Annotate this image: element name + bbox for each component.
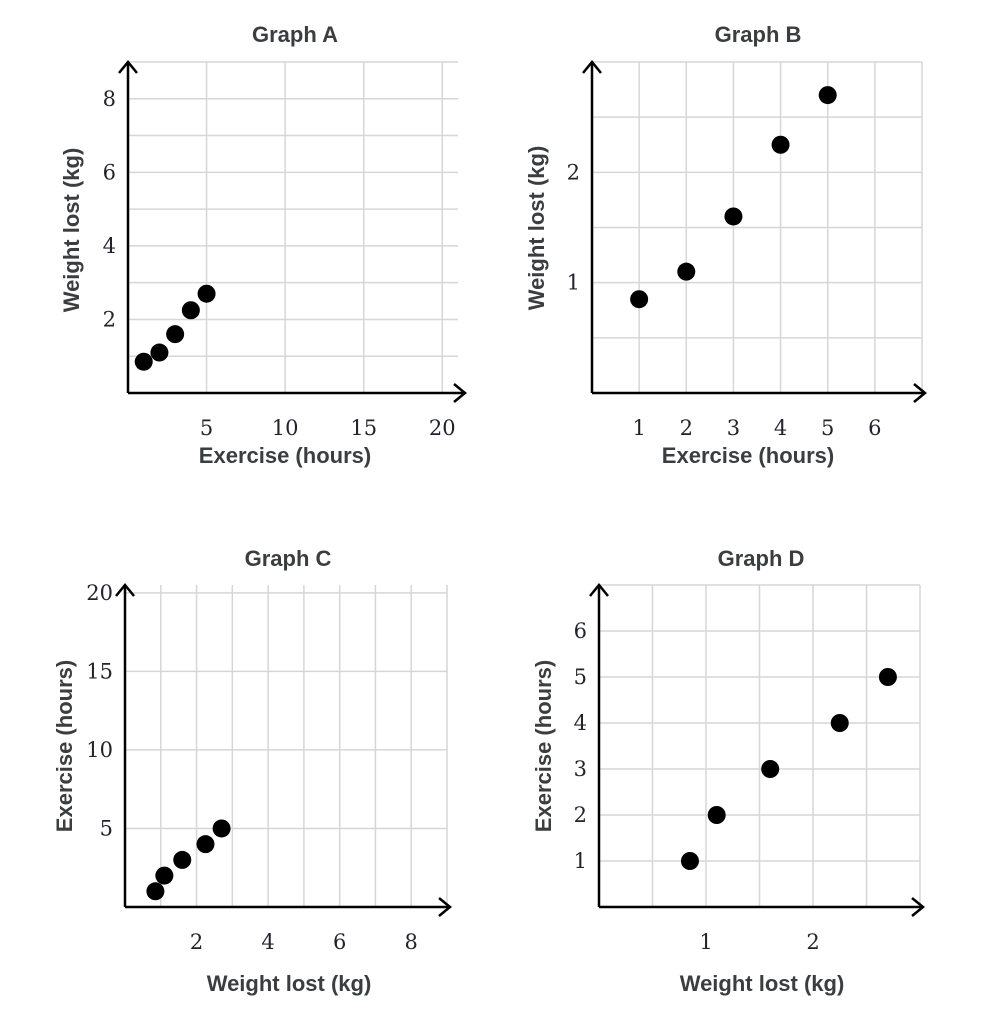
graph-a-xlabel: Exercise (hours) <box>199 443 371 468</box>
graph-b-y-arrow <box>582 60 602 74</box>
graph-d-y-tick-3: 4 <box>574 711 587 735</box>
graph-a-ylabel: Weight lost (kg) <box>59 148 84 313</box>
graph-c-x-tick-1: 4 <box>261 930 274 954</box>
graph-d-y-arrow <box>589 583 609 597</box>
graph-a-y-tick-1: 4 <box>103 234 116 258</box>
graph-d-x-tick-1: 2 <box>806 930 819 954</box>
graph-c-title: Graph C <box>245 546 332 571</box>
graph-a-y-arrow <box>118 60 138 74</box>
graph-c-x-tick-3: 8 <box>405 930 418 954</box>
graph-a-point-2 <box>166 325 185 344</box>
graph-b-x-tick-0: 1 <box>632 416 645 440</box>
graph-a-point-0 <box>134 352 153 371</box>
graph-d-x-tick-0: 1 <box>699 930 712 954</box>
graph-a-panel: Graph A Exercise (hours) Weight lost (kg… <box>59 22 467 468</box>
graph-c-x-tick-0: 2 <box>190 930 203 954</box>
graph-d-y-tick-1: 2 <box>574 803 587 827</box>
graph-d-point-1 <box>707 806 726 824</box>
graph-a-y-tick-2: 6 <box>103 160 116 184</box>
graph-b-point-3 <box>771 135 790 154</box>
graph-a-title: Graph A <box>252 22 338 47</box>
graph-b-panel: Graph B Exercise (hours) Weight lost (kg… <box>524 22 927 468</box>
graph-d-x-arrow <box>911 897 925 917</box>
graph-c-point-2 <box>173 850 192 869</box>
graph-c-y-tick-0: 5 <box>100 816 113 840</box>
graph-b-x-tick-3: 4 <box>774 416 787 440</box>
graph-c-point-1 <box>155 866 174 885</box>
graph-a-x-arrow <box>453 383 467 403</box>
graph-b-xlabel: Exercise (hours) <box>662 443 834 468</box>
graph-d-point-2 <box>761 760 780 778</box>
graph-a-x-tick-3: 20 <box>429 416 456 440</box>
graph-d-title: Graph D <box>718 546 805 571</box>
graph-c-x-tick-2: 6 <box>333 930 346 954</box>
graph-a-x-tick-1: 10 <box>272 416 299 440</box>
graph-b-x-tick-2: 3 <box>727 416 740 440</box>
graph-b-point-0 <box>630 290 649 309</box>
graph-c-xlabel: Weight lost (kg) <box>207 971 372 996</box>
graph-b-x-tick-4: 5 <box>821 416 834 440</box>
graph-d-y-tick-5: 6 <box>574 619 587 643</box>
graph-c-y-tick-3: 20 <box>86 581 113 605</box>
graph-a-x-tick-0: 5 <box>200 416 213 440</box>
graph-d-ylabel: Exercise (hours) <box>531 660 556 832</box>
graph-b-x-tick-5: 6 <box>868 416 881 440</box>
graph-b-ylabel: Weight lost (kg) <box>524 146 549 311</box>
graph-d-panel: Graph D Weight lost (kg) Exercise (hours… <box>531 546 925 996</box>
graph-b-title: Graph B <box>715 22 802 47</box>
graph-b-y-tick-0: 1 <box>567 271 580 295</box>
graph-a-point-3 <box>181 301 200 320</box>
graph-a-point-1 <box>150 343 169 362</box>
graph-b-y-tick-1: 2 <box>567 160 580 184</box>
graph-d-point-0 <box>680 852 699 870</box>
graph-c-y-tick-2: 15 <box>86 659 113 683</box>
graph-b-point-1 <box>677 262 696 281</box>
graph-c-panel: Graph C Weight lost (kg) Exercise (hours… <box>52 546 452 996</box>
graph-c-x-arrow <box>438 897 452 917</box>
graph-b-point-4 <box>818 86 837 105</box>
graph-a-y-tick-0: 2 <box>103 307 116 331</box>
graph-c-point-4 <box>212 819 231 838</box>
graph-c-point-0 <box>146 882 165 901</box>
graph-b-point-2 <box>724 207 743 226</box>
graph-a-x-tick-2: 15 <box>350 416 377 440</box>
graph-c-y-arrow <box>115 583 135 597</box>
graph-d-y-tick-2: 3 <box>574 757 587 781</box>
graph-c-point-3 <box>196 835 215 854</box>
graph-d-y-tick-4: 5 <box>574 665 587 689</box>
graph-c-y-tick-1: 10 <box>86 738 113 762</box>
graph-b-x-tick-1: 2 <box>680 416 693 440</box>
graph-a-point-4 <box>197 284 216 303</box>
graph-c-ylabel: Exercise (hours) <box>52 660 77 832</box>
graph-a-y-tick-3: 8 <box>103 87 116 111</box>
graph-d-point-4 <box>878 668 897 686</box>
graph-d-xlabel: Weight lost (kg) <box>680 971 845 996</box>
graph-b-x-arrow <box>913 383 927 403</box>
graph-d-y-tick-0: 1 <box>574 849 587 873</box>
graph-d-point-3 <box>830 714 849 732</box>
